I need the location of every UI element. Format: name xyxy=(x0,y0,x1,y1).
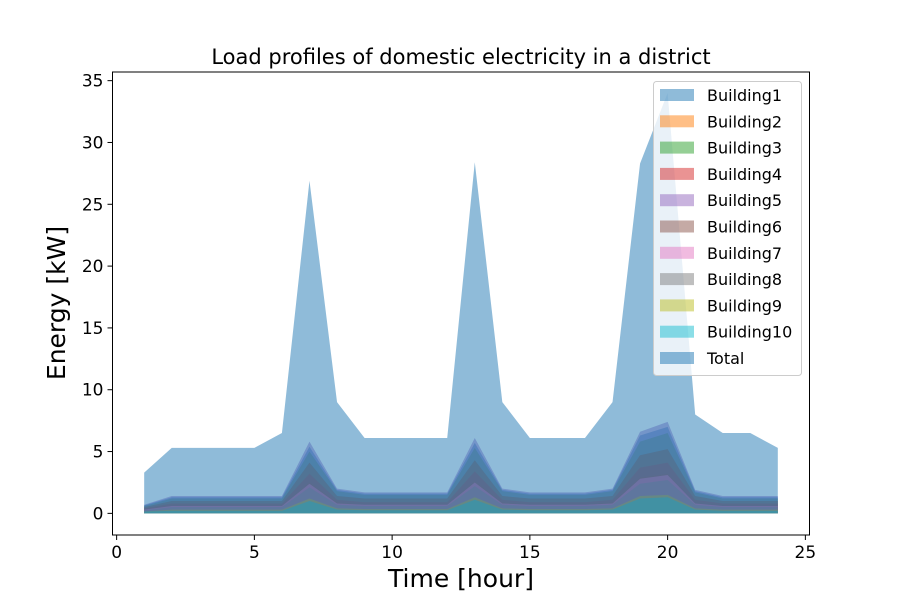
x-tick-label: 5 xyxy=(249,543,260,563)
y-tick-label: 25 xyxy=(82,195,104,215)
legend-label-building5: Building5 xyxy=(707,191,782,210)
y-tick-label: 30 xyxy=(82,133,104,153)
area-series-group xyxy=(144,93,778,514)
y-tick-label: 10 xyxy=(82,381,104,401)
legend-label-building3: Building3 xyxy=(707,139,782,158)
legend-swatch-building3 xyxy=(660,141,694,154)
legend-label-building10: Building10 xyxy=(707,323,792,342)
legend-swatch-building4 xyxy=(660,167,694,180)
legend: Building1 Building2 Building3 Building4 Buil… xyxy=(653,81,802,376)
legend-swatch-total xyxy=(660,352,694,364)
legend-label-building2: Building2 xyxy=(707,112,782,131)
legend-swatch-building7 xyxy=(660,246,694,259)
x-tick-label: 15 xyxy=(519,543,541,563)
chart-title: Load profiles of domestic electricity in… xyxy=(211,45,710,69)
legend-swatch-building5 xyxy=(660,194,694,207)
y-tick-label: 20 xyxy=(82,257,104,277)
x-tick-label: 25 xyxy=(795,543,817,563)
legend-label-building6: Building6 xyxy=(707,218,782,237)
y-tick-label: 5 xyxy=(93,443,104,463)
legend-swatch-building2 xyxy=(660,115,694,128)
legend-swatch-building6 xyxy=(660,220,694,233)
x-tick-label: 0 xyxy=(111,543,122,563)
legend-swatch-building10 xyxy=(660,325,694,338)
legend-label-building4: Building4 xyxy=(707,165,782,184)
y-tick-label: 0 xyxy=(93,504,104,524)
y-tick-label: 15 xyxy=(82,319,104,339)
legend-swatch-building8 xyxy=(660,273,694,286)
x-axis-ticks: 0 5 10 15 20 25 xyxy=(111,535,816,563)
axes-frame xyxy=(112,71,810,536)
legend-label-building8: Building8 xyxy=(707,270,782,289)
legend-items: Building1 Building2 Building3 Building4 Buil… xyxy=(660,86,792,368)
x-tick-label: 10 xyxy=(381,543,403,563)
x-axis-label: Time [hour] xyxy=(387,564,534,593)
legend-label-building9: Building9 xyxy=(707,296,782,315)
x-tick-label: 20 xyxy=(657,543,679,563)
area-total xyxy=(144,93,778,514)
legend-label-total: Total xyxy=(706,349,744,368)
y-axis-label: Energy [kW] xyxy=(42,226,71,380)
legend-swatch-building1 xyxy=(660,89,694,101)
y-tick-label: 35 xyxy=(82,72,104,92)
legend-label-building7: Building7 xyxy=(707,244,782,263)
y-axis-ticks: 0 5 10 15 20 25 30 35 xyxy=(82,72,113,524)
legend-swatch-building9 xyxy=(660,299,694,312)
legend-label-building1: Building1 xyxy=(707,86,782,105)
